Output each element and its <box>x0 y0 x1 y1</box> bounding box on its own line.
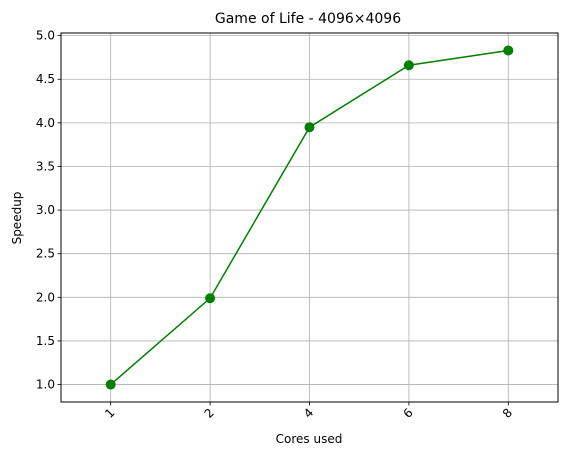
x-axis-label: Cores used <box>276 432 343 446</box>
y-tick-label: 1.0 <box>36 378 55 392</box>
y-axis-ticks: 1.0 1.5 2.0 2.5 3.0 3.5 4.0 4.5 5.0 <box>36 29 61 392</box>
y-tick-label: 2.0 <box>36 290 55 304</box>
y-tick-label: 4.0 <box>36 116 55 130</box>
y-axis-label: Speedup <box>10 192 24 245</box>
data-point-marker <box>403 60 414 71</box>
y-tick-label: 4.5 <box>36 72 55 86</box>
data-point-marker <box>205 293 216 304</box>
data-point-marker <box>105 379 116 390</box>
grid <box>61 33 558 402</box>
data-points <box>105 45 514 390</box>
chart-title: Game of Life - 4096×4096 <box>215 11 401 27</box>
data-point-marker <box>503 45 514 56</box>
data-point-marker <box>304 122 315 133</box>
y-tick-label: 3.0 <box>36 203 55 217</box>
y-tick-label: 3.5 <box>36 159 55 173</box>
y-tick-label: 2.5 <box>36 247 55 261</box>
y-tick-label: 1.5 <box>36 334 55 348</box>
y-tick-label: 5.0 <box>36 29 55 43</box>
